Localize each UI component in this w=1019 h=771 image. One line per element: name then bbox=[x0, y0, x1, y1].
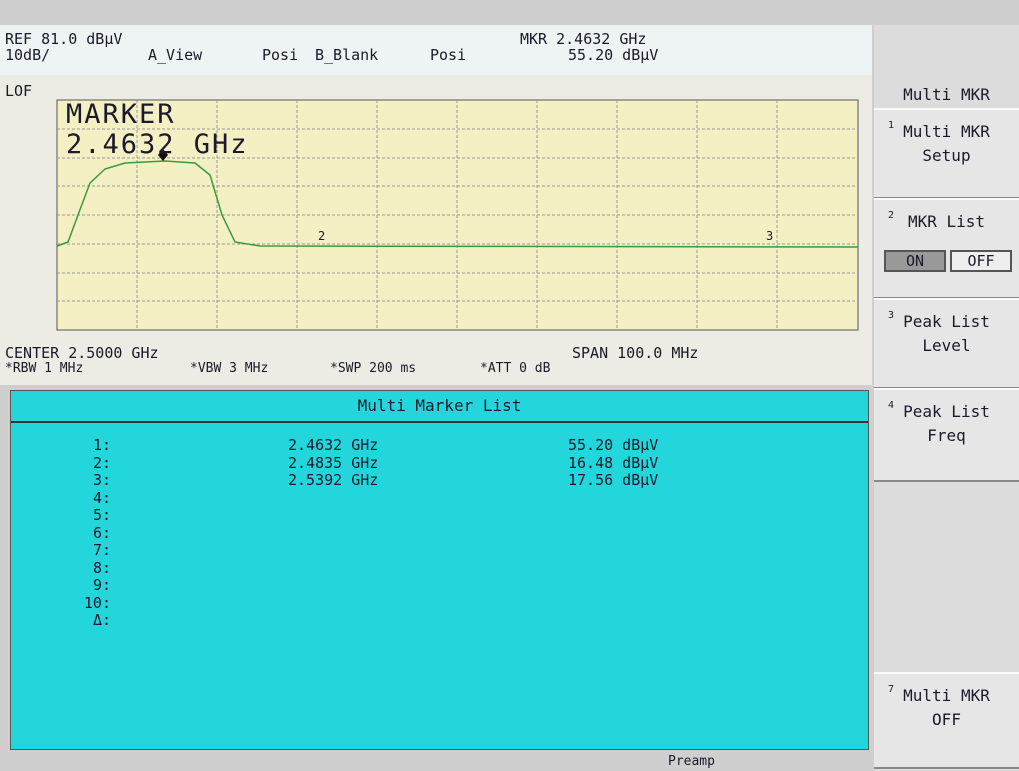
row-index: Δ: bbox=[92, 611, 111, 629]
marker-value: 2.4632 GHz bbox=[66, 129, 249, 160]
row-index: 4: bbox=[92, 488, 111, 507]
graticule bbox=[56, 99, 859, 331]
softkey-label: Freq bbox=[927, 426, 966, 445]
softkey-number: 1 bbox=[888, 120, 895, 131]
row-level: 55.20 dBµV bbox=[568, 436, 659, 454]
graph-area: LOF MARKER 2.4632 GHz 2 3 CENTER 2.5000 … bbox=[0, 75, 872, 385]
row-freq: 2.5392 GHz bbox=[288, 471, 379, 489]
marker-3-label: 3 bbox=[766, 229, 774, 243]
row-index: 8: bbox=[92, 558, 111, 577]
lof: LOF bbox=[5, 82, 33, 100]
softkey[interactable]: 2 MKR List ON OFF bbox=[874, 198, 1019, 299]
softkey-number: 3 bbox=[888, 310, 895, 321]
trace-b: B_Blank bbox=[315, 46, 379, 64]
row-level: 17.56 dBµV bbox=[568, 471, 659, 489]
marker-freq: MKR 2.4632 GHz bbox=[520, 30, 647, 48]
softkey-number: 2 bbox=[888, 210, 895, 221]
row-level: 16.48 dBµV bbox=[568, 453, 659, 472]
softkey-label: OFF bbox=[932, 710, 961, 729]
softkey[interactable]: 7 Multi MKR OFF bbox=[874, 672, 1019, 769]
attenuation: *ATT 0 dB bbox=[480, 361, 551, 376]
marker-1-symbol bbox=[158, 149, 168, 161]
center: CENTER 2.5000 GHz bbox=[5, 344, 159, 362]
row-freq: 2.4835 GHz bbox=[288, 453, 379, 472]
row-index: 10: bbox=[83, 593, 111, 612]
sweep: *SWP 200 ms bbox=[330, 361, 417, 376]
softkey[interactable]: 1 Multi MKR Setup bbox=[874, 108, 1019, 199]
trace-a: A_View bbox=[148, 46, 203, 64]
softkey-label: Multi MKR bbox=[903, 686, 990, 705]
softkey-label: MKR List bbox=[907, 212, 986, 231]
row-index: 2: bbox=[92, 453, 111, 472]
softkey-label: Multi MKR bbox=[903, 122, 990, 141]
header: REF 81.0 dBµV 10dB/ A_View Posi B_Blank … bbox=[0, 25, 872, 75]
scale: 10dB/ bbox=[5, 46, 51, 64]
softkey-label: Peak List bbox=[903, 312, 990, 331]
softkey-number: 4 bbox=[888, 400, 895, 411]
softkey-label: Level bbox=[922, 336, 971, 355]
row-index: 7: bbox=[92, 541, 111, 559]
vbw: *VBW 3 MHz bbox=[190, 361, 269, 376]
marker-2-label: 2 bbox=[318, 229, 326, 243]
softkey-number: 7 bbox=[888, 684, 895, 695]
row-index: 9: bbox=[92, 576, 111, 594]
ref-level: REF 81.0 dBµV bbox=[5, 30, 123, 48]
span: SPAN 100.0 MHz bbox=[572, 344, 699, 362]
softkey[interactable]: 3 Peak List Level bbox=[874, 298, 1019, 389]
softkey-title: Multi MKR bbox=[903, 85, 990, 104]
softkey-label: Peak List bbox=[903, 402, 990, 421]
row-index: 5: bbox=[92, 506, 111, 524]
marker-title: MARKER bbox=[66, 99, 176, 130]
row-index: 3: bbox=[92, 471, 111, 489]
marker-list-title: Multi Marker List bbox=[11, 391, 868, 423]
toggle-on[interactable]: ON bbox=[884, 250, 946, 272]
softkey-label: Setup bbox=[922, 146, 971, 165]
toggle-off[interactable]: OFF bbox=[950, 250, 1012, 272]
softkey[interactable]: 4 Peak List Freq bbox=[874, 388, 1019, 482]
grid bbox=[57, 100, 858, 330]
softkey-panel: Multi MKR 1 Multi MKR Setup 2 MKR List ON OFF 3… bbox=[874, 25, 1019, 771]
rbw: *RBW 1 MHz bbox=[5, 361, 84, 376]
marker-list: Multi Marker List 1: 2.4632 GHz 55.20 dBµV… bbox=[10, 390, 869, 750]
marker-level: 55.20 dBµV bbox=[568, 46, 659, 64]
row-freq: 2.4632 GHz bbox=[288, 436, 379, 454]
trace bbox=[56, 160, 859, 248]
row-index: 1: bbox=[92, 436, 111, 454]
row-index: 6: bbox=[92, 523, 111, 542]
trace-b-mode: Posi bbox=[430, 46, 467, 64]
preamp-status: Preamp bbox=[668, 754, 715, 769]
trace-a-mode: Posi bbox=[262, 46, 299, 64]
